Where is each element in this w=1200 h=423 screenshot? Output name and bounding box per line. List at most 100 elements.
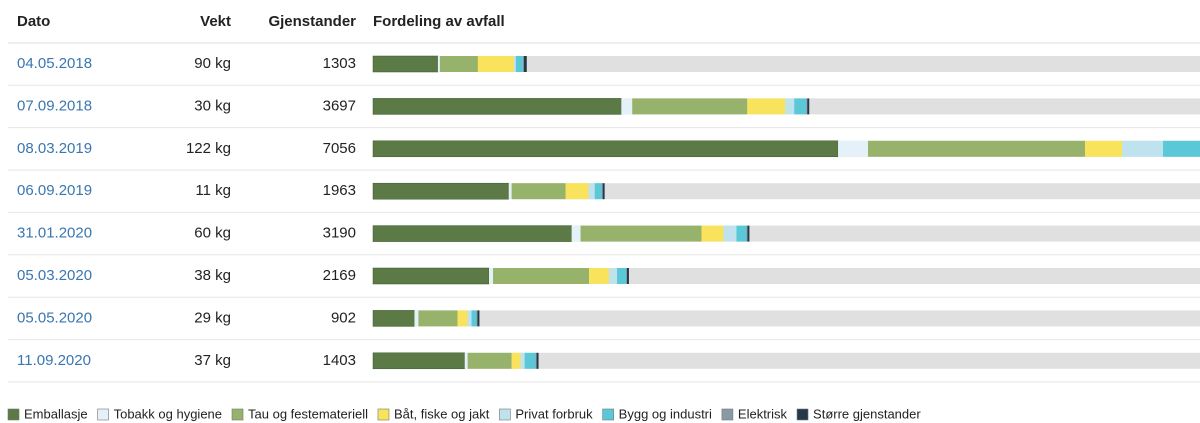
weight: 90 kg [194, 55, 231, 72]
bar-segment [372, 98, 622, 115]
item-count: 1963 [323, 182, 356, 199]
date-link[interactable]: 06.09.2019 [17, 182, 92, 199]
bar-segment [580, 225, 702, 242]
legend-label: Emballasje [24, 406, 88, 421]
date-link[interactable]: 05.03.2020 [17, 267, 92, 284]
item-count: 1303 [323, 55, 356, 72]
bar-segment [1085, 140, 1123, 157]
date-link[interactable]: 05.05.2020 [17, 309, 92, 326]
bar-segment [746, 225, 748, 242]
bar-segment [571, 225, 581, 242]
item-count: 1403 [323, 352, 356, 369]
weight: 38 kg [194, 267, 231, 284]
bar-segment [372, 140, 839, 158]
date-link[interactable]: 07.09.2018 [17, 97, 92, 114]
legend-swatch [7, 408, 20, 421]
bar-segment [476, 310, 478, 327]
bar-segment [747, 225, 750, 242]
bar-segment [621, 98, 633, 115]
bar-segment [467, 352, 512, 369]
bar-segment [1163, 140, 1200, 157]
bar-segment [1122, 140, 1164, 157]
bar-segment [372, 267, 490, 285]
bar-segment [632, 98, 748, 115]
weight: 37 kg [194, 352, 231, 369]
bar-segment [439, 56, 478, 72]
item-count: 3190 [323, 225, 356, 242]
date-link[interactable]: 04.05.2018 [17, 55, 92, 72]
bar-segment [625, 268, 627, 284]
bar-segment [437, 56, 440, 72]
bar-segment [838, 140, 869, 157]
bar-segment [511, 183, 566, 200]
legend-swatch [231, 408, 244, 421]
bar-segment [588, 183, 595, 200]
bar-segment [520, 352, 525, 369]
bar-segment [372, 352, 465, 370]
legend-swatch [499, 408, 511, 421]
bar-segment [477, 56, 514, 72]
bar-track [373, 56, 1200, 72]
legend-swatch [377, 408, 390, 421]
item-count: 3697 [323, 97, 356, 114]
legend-swatch [721, 408, 734, 421]
legend-label: Tobakk og hygiene [114, 406, 222, 421]
bar-segment [523, 56, 527, 72]
bar-segment [794, 98, 807, 115]
bar-segment [471, 310, 477, 327]
bar-track [373, 352, 1200, 369]
bar-segment [868, 140, 1086, 157]
bar-segment [535, 352, 537, 369]
bar-segment [372, 55, 439, 73]
bar-segment [464, 352, 468, 369]
header-date: Dato [17, 13, 50, 30]
bar-segment [467, 310, 472, 327]
item-count: 902 [331, 309, 356, 326]
bar-segment [589, 268, 609, 284]
bar-segment [565, 183, 589, 200]
bar-segment [515, 56, 523, 72]
weight: 11 kg [195, 182, 231, 199]
item-count: 7056 [323, 140, 356, 157]
bar-segment [414, 310, 419, 327]
bar-track [373, 310, 1200, 327]
bar-segment [508, 183, 512, 200]
legend-label: Større gjenstander [813, 406, 921, 421]
date-link[interactable]: 11.09.2020 [17, 352, 91, 369]
weight: 60 kg [194, 225, 231, 242]
bar-segment [522, 56, 524, 72]
bar-segment [785, 98, 795, 115]
legend-swatch [602, 408, 614, 421]
bar-segment [372, 310, 415, 327]
bar-segment [457, 310, 468, 327]
bar-segment [701, 225, 724, 242]
weight: 30 kg [194, 97, 231, 114]
bar-segment [536, 352, 539, 369]
bar-segment [372, 182, 509, 200]
legend-swatch [97, 408, 109, 421]
item-count: 2169 [323, 267, 356, 284]
bar-segment [723, 225, 737, 242]
bar-segment [524, 352, 536, 369]
header-weight: Vekt [200, 13, 231, 30]
bar-segment [488, 268, 494, 284]
bar-segment [617, 268, 626, 284]
date-link[interactable]: 31.01.2020 [17, 225, 92, 242]
legend-label: Tau og festemateriell [248, 406, 368, 421]
bar-segment [477, 310, 480, 327]
date-link[interactable]: 08.03.2019 [17, 140, 92, 157]
bar-segment [626, 268, 629, 284]
bar-segment [806, 98, 808, 115]
bar-segment [511, 352, 521, 369]
bar-segment [602, 183, 605, 200]
bar-segment [609, 268, 618, 284]
bar-segment [747, 98, 786, 115]
header-distribution: Fordeling av avfall [373, 13, 505, 30]
bar-segment [418, 310, 458, 327]
header-items: Gjenstander [268, 13, 356, 30]
legend-label: Privat forbruk [515, 406, 593, 421]
legend-label: Bygg og industri [619, 406, 712, 421]
bar-segment [594, 183, 602, 200]
bar-segment [601, 183, 603, 200]
